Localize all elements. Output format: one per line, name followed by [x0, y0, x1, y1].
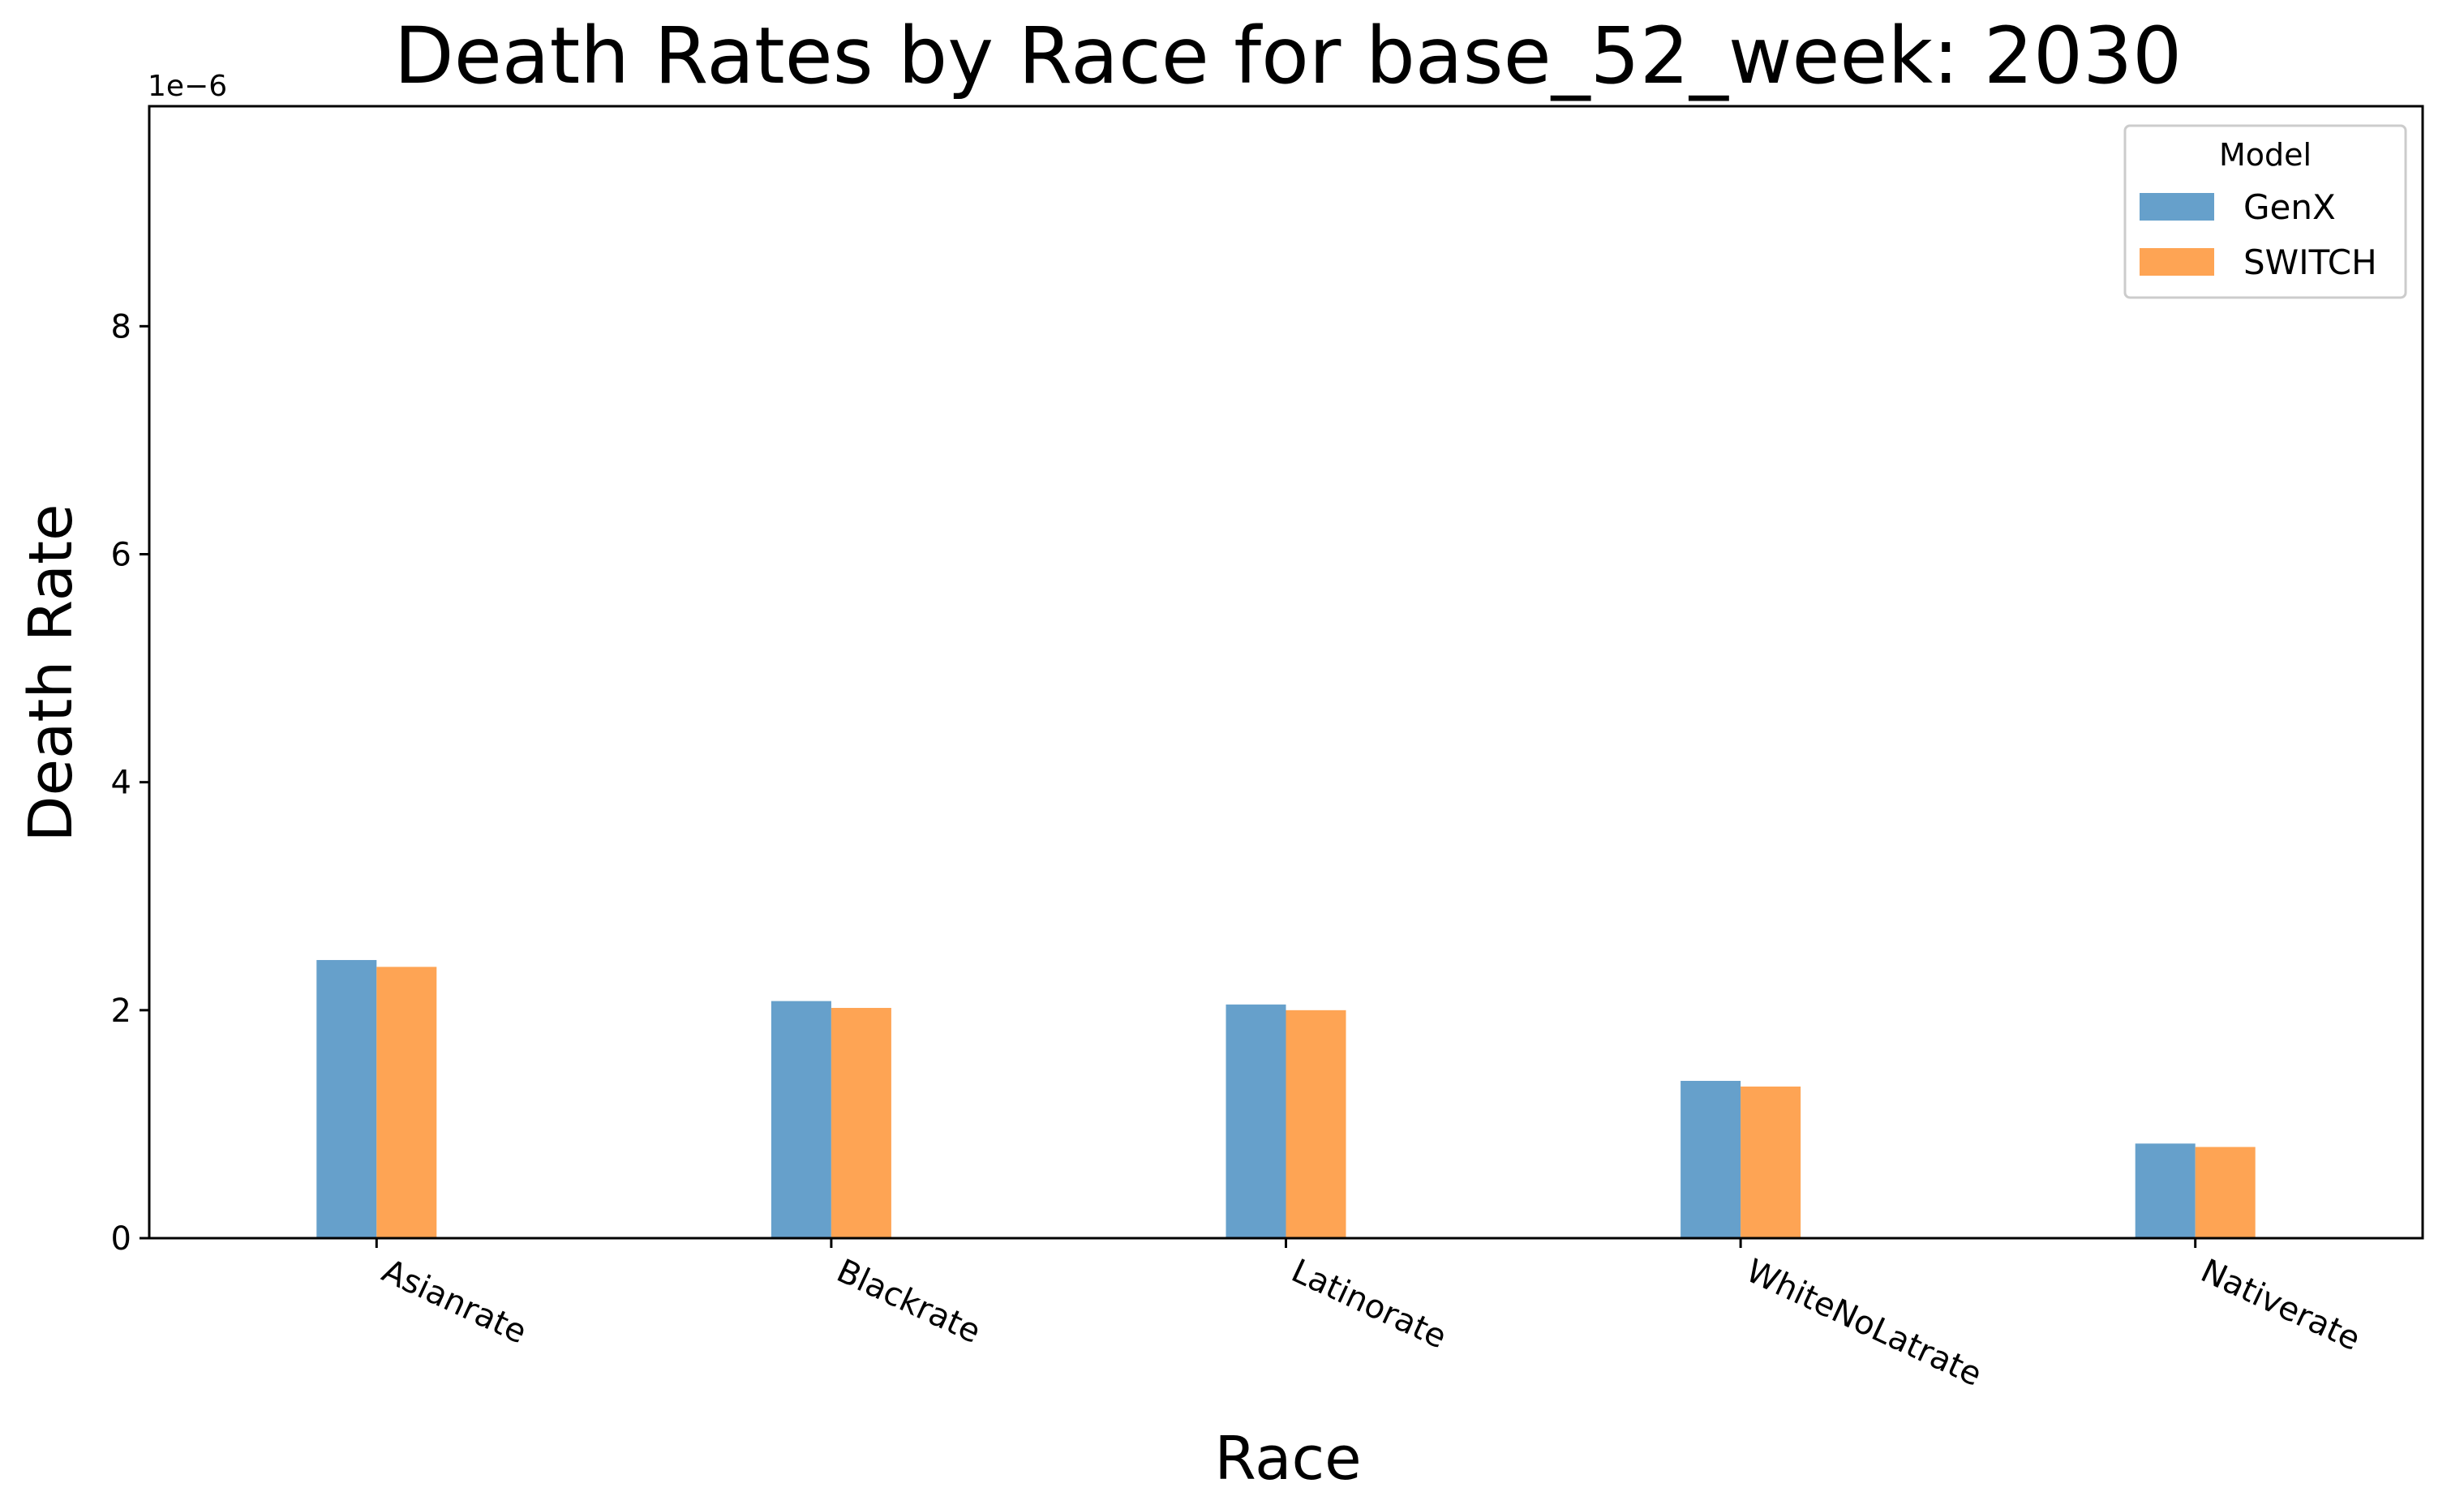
bar-switch-nativerate — [2195, 1147, 2256, 1238]
chart-title: Death Rates by Race for base_52_week: 20… — [394, 11, 2182, 101]
bar-genx-blackrate — [771, 1001, 831, 1238]
bar-genx-nativerate — [2135, 1143, 2196, 1238]
y-tick-label: 2 — [111, 992, 131, 1030]
y-axis-offset-label: 1e−6 — [148, 70, 227, 103]
y-tick-label: 6 — [111, 536, 131, 573]
plot-frame — [148, 105, 2424, 1240]
y-axis-label: Death Rate — [16, 504, 86, 842]
bar-genx-asianrate — [316, 959, 377, 1238]
x-axis-label: Race — [1214, 1424, 1361, 1494]
legend-label-switch: SWITCH — [2243, 242, 2377, 282]
legend: Model GenX SWITCH — [2123, 124, 2407, 299]
y-tick-label: 0 — [111, 1220, 131, 1258]
bar-switch-latinorate — [1286, 1010, 1346, 1238]
legend-swatch-switch — [2140, 248, 2214, 276]
bar-switch-asianrate — [376, 967, 437, 1238]
bar-switch-blackrate — [831, 1008, 891, 1238]
bar-genx-latinorate — [1226, 1004, 1286, 1238]
y-tick-label: 4 — [111, 765, 131, 802]
bar-switch-whitenolatrate — [1741, 1087, 1801, 1238]
y-tick-label: 8 — [111, 308, 131, 345]
legend-swatch-genx — [2140, 193, 2214, 221]
legend-label-genx: GenX — [2243, 187, 2336, 227]
legend-title: Model — [2219, 137, 2312, 173]
bar-genx-whitenolatrate — [1681, 1080, 1741, 1238]
